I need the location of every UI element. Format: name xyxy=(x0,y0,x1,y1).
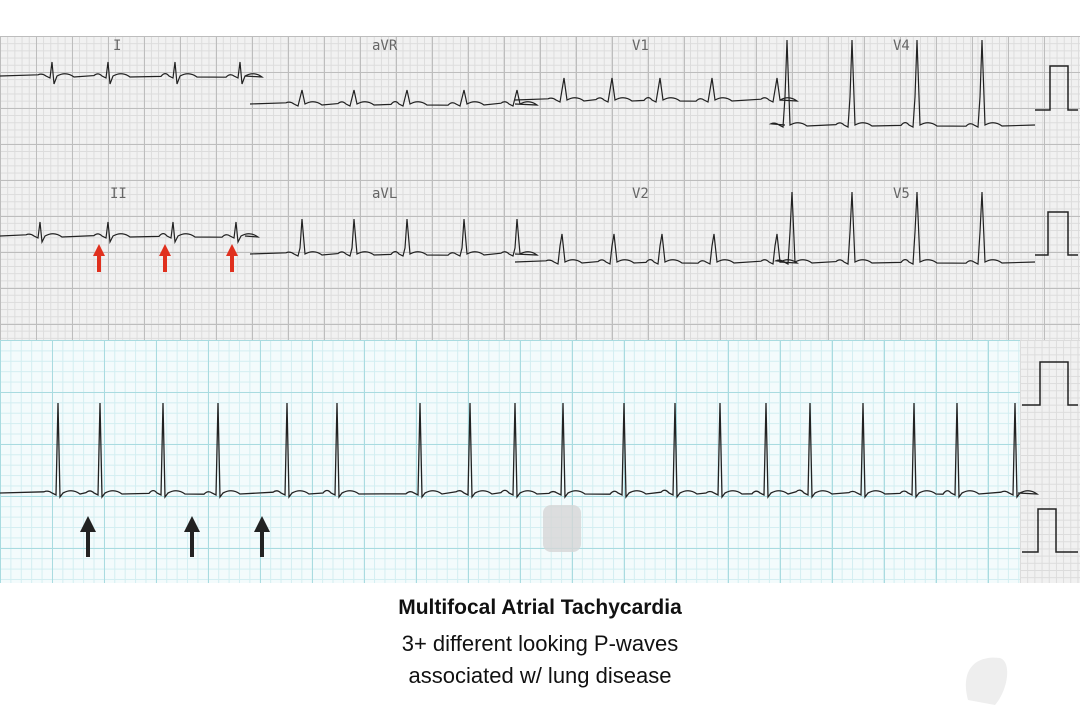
ecg-edge xyxy=(1020,340,1080,583)
calibration xyxy=(1022,508,1078,553)
ecg-trace xyxy=(0,402,1040,499)
calibration xyxy=(1035,211,1078,256)
lead-label: aVL xyxy=(372,186,397,202)
lead-label: I xyxy=(113,38,121,54)
ecg-12-lead xyxy=(0,36,1080,340)
ecg-trace xyxy=(249,218,539,257)
rhythm-strip xyxy=(0,340,1020,583)
lead-label: V5 xyxy=(893,186,910,202)
ecg-trace xyxy=(773,191,1036,265)
calibration xyxy=(1035,65,1078,111)
calibration xyxy=(1022,361,1078,406)
lead-label: V4 xyxy=(893,38,910,54)
caption-title: Multifocal Atrial Tachycardia xyxy=(398,596,682,619)
caption-line: associated w/ lung disease xyxy=(408,663,672,688)
lead-label: aVR xyxy=(372,38,398,54)
ecg-trace xyxy=(514,233,799,265)
corner-shape xyxy=(965,657,1008,705)
black-arrows xyxy=(80,516,270,557)
ecg-trace xyxy=(0,61,264,85)
ecg-trace xyxy=(0,221,261,245)
caption: Multifocal Atrial Tachycardia 3+ differe… xyxy=(0,596,1080,692)
lead-label: V2 xyxy=(632,186,649,202)
lead-label: V1 xyxy=(632,38,649,54)
lead-label: II xyxy=(110,186,127,202)
red-arrows xyxy=(93,244,238,272)
ecg-trace xyxy=(249,89,539,107)
overlay-button xyxy=(543,505,581,552)
caption-line: 3+ different looking P-waves xyxy=(401,631,679,656)
ecg-trace xyxy=(768,39,1036,128)
ecg-trace xyxy=(514,77,799,103)
